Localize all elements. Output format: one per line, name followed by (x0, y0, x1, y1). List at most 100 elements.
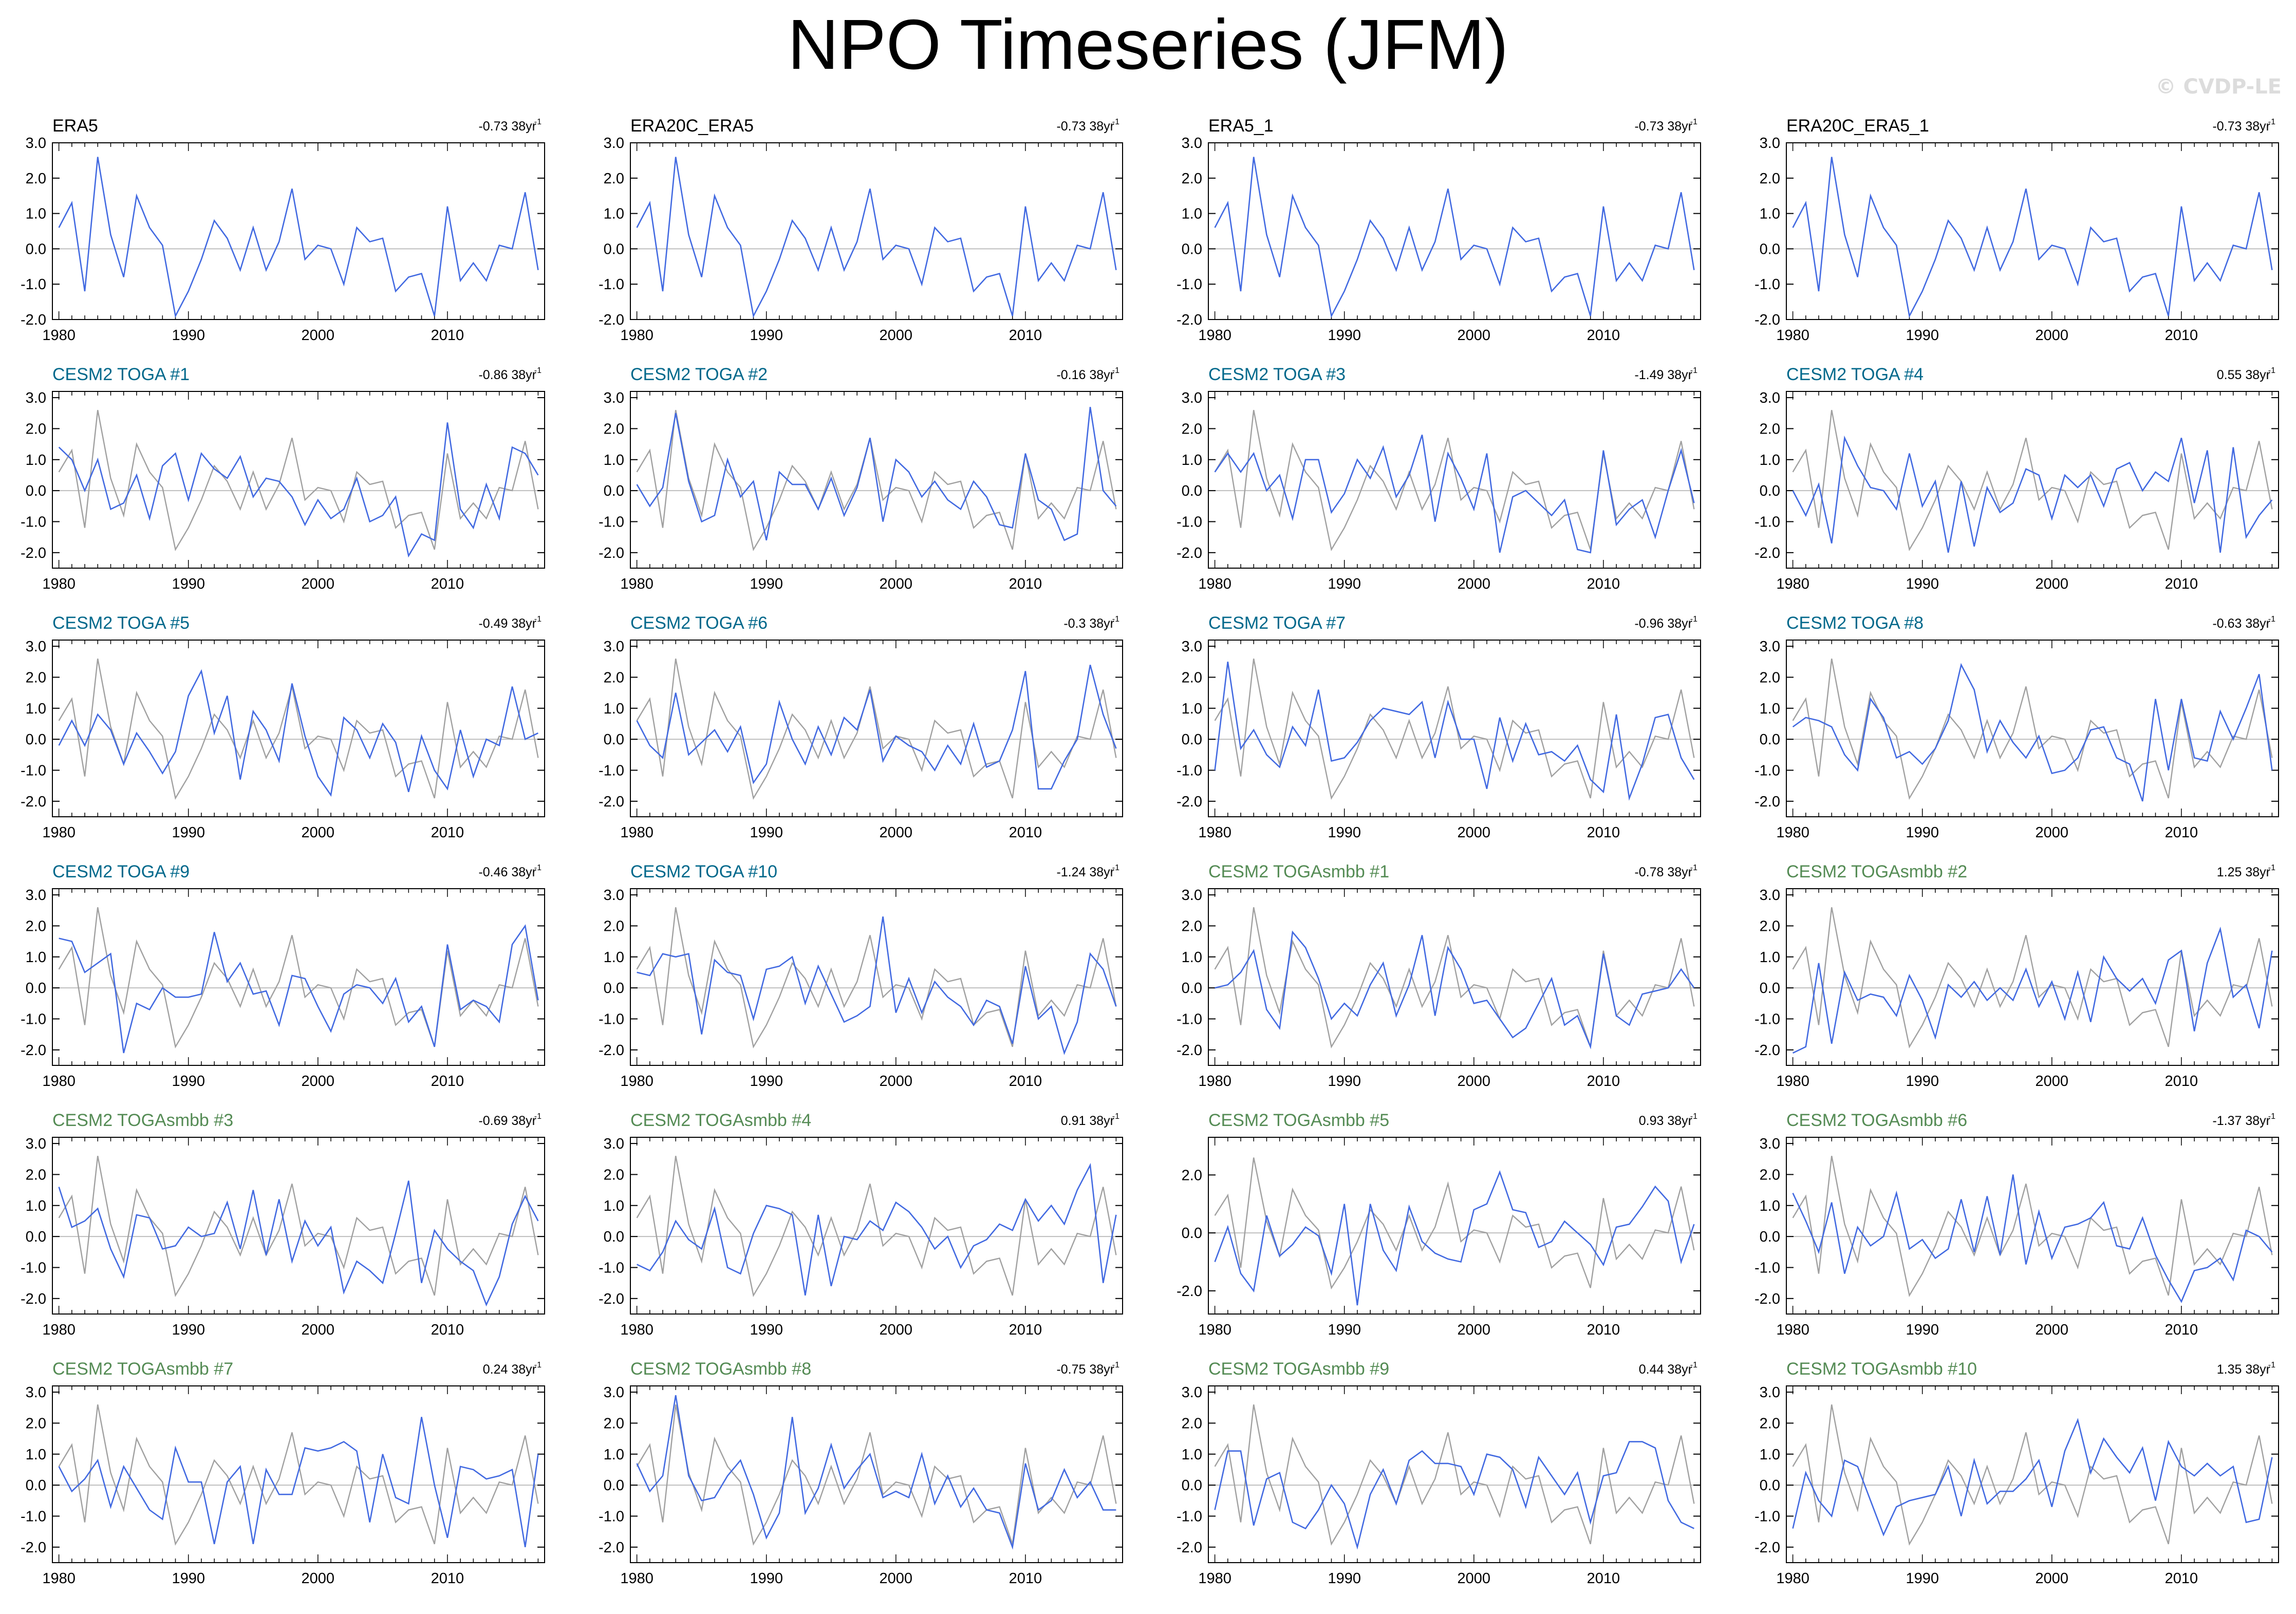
xtick-label: 1990 (172, 1073, 205, 1090)
xtick-label: 1980 (1776, 1322, 1809, 1338)
xtick-label: 2000 (2036, 1322, 2069, 1338)
panel: CESM2 TOGAsmbb #5 0.93 38yr-1 2.0 0.0 -2.0 19… (1177, 1111, 1701, 1338)
trend-label: -0.75 38yr (1056, 1362, 1114, 1377)
ytick-label: 0.0 (604, 731, 624, 748)
trend-superscript: -1 (1112, 366, 1119, 375)
panel: CESM2 TOGAsmbb #1 -0.78 38yr-1 3.0 2.0 1.0 0.… (1177, 862, 1701, 1090)
trend-superscript: -1 (1690, 366, 1697, 375)
observed-series-line (1214, 1157, 1695, 1290)
ytick-label: 0.0 (1182, 1477, 1202, 1494)
xtick-label: 1980 (620, 327, 654, 344)
xtick-label: 1990 (1906, 824, 1939, 841)
ytick-label: 3.0 (26, 1136, 46, 1152)
member-series-line (58, 1417, 539, 1548)
ytick-label: 0.0 (1760, 1477, 1780, 1494)
ytick-label: 2.0 (604, 171, 624, 187)
member-series-line (636, 664, 1117, 790)
trend-superscript: -1 (2268, 1361, 2275, 1369)
ytick-label: 1.0 (26, 452, 46, 468)
xtick-label: 1990 (1328, 824, 1361, 841)
xtick-label: 2010 (2165, 576, 2198, 592)
panel-title: ERA20C_ERA5 (630, 116, 754, 136)
panel-title: CESM2 TOGA #5 (52, 613, 190, 633)
ytick-label: -2.0 (21, 312, 46, 328)
member-series-line (1792, 1418, 2273, 1537)
xtick-label: 2000 (1458, 824, 1491, 841)
member-series-line (637, 916, 1117, 1055)
observed-series-line (636, 658, 1117, 800)
trend-superscript: -1 (2268, 118, 2275, 126)
trend-superscript: -1 (534, 615, 542, 624)
ytick-label: 1.0 (1182, 701, 1202, 717)
xtick-label: 1990 (750, 1322, 783, 1338)
ytick-label: 0.0 (26, 731, 46, 748)
ytick-label: 0.0 (1760, 1229, 1780, 1245)
trend-superscript: -1 (1112, 1361, 1119, 1369)
ytick-label: 0.0 (1760, 731, 1780, 748)
ytick-label: 1.0 (1760, 1447, 1780, 1463)
xtick-label: 2010 (1009, 576, 1042, 592)
watermark: © CVDP-LE (2155, 75, 2282, 99)
trend-superscript: -1 (1112, 118, 1119, 126)
trend-label: -0.63 38yr (2212, 616, 2270, 631)
ytick-label: 2.0 (604, 421, 624, 437)
ytick-label: 0.0 (26, 1229, 46, 1245)
observed-series-line (1214, 157, 1695, 318)
panel-title: ERA5 (52, 116, 98, 136)
panel: CESM2 TOGAsmbb #6 -1.37 38yr-1 3.0 2.0 1.0 0.… (1754, 1111, 2279, 1338)
member-series-line (58, 1180, 539, 1307)
trend-superscript: -1 (2268, 366, 2275, 375)
trend-superscript: -1 (1690, 118, 1697, 126)
observed-series-line (1792, 658, 2273, 800)
ytick-label: 3.0 (1182, 1384, 1202, 1401)
panel: ERA20C_ERA5 -0.73 38yr-1 3.0 2.0 1.0 0.0 -1.0 -… (599, 116, 1123, 344)
ytick-label: 3.0 (1760, 887, 1780, 904)
plot-frame (630, 1137, 1123, 1315)
xtick-label: 1990 (172, 576, 205, 592)
trend-superscript: -1 (1690, 615, 1697, 624)
observed-series-line (1214, 1404, 1695, 1546)
trend-superscript: -1 (2268, 615, 2275, 624)
ytick-label: -2.0 (21, 794, 46, 810)
ytick-label: -2.0 (599, 545, 624, 561)
plot-frame (1786, 391, 2279, 569)
ytick-label: 2.0 (1182, 171, 1202, 187)
ytick-label: 2.0 (1182, 421, 1202, 437)
xtick-label: 1980 (1198, 1570, 1231, 1587)
ytick-label: 2.0 (1182, 918, 1202, 934)
plot-frame (1786, 640, 2279, 817)
ytick-label: 3.0 (604, 887, 624, 904)
trend-superscript: -1 (2268, 1112, 2275, 1121)
ytick-label: 1.0 (26, 701, 46, 717)
ytick-label: -2.0 (1177, 794, 1202, 810)
trend-label: -1.49 38yr (1634, 368, 1692, 382)
panel-title: ERA20C_ERA5_1 (1786, 116, 1929, 136)
ytick-label: -2.0 (1177, 1283, 1202, 1300)
panel: CESM2 TOGA #2 -0.16 38yr-1 3.0 2.0 1.0 0.0 -1.… (599, 365, 1123, 592)
member-series-line (58, 422, 539, 558)
ytick-label: 1.0 (26, 949, 46, 966)
ytick-label: 0.0 (1182, 1225, 1202, 1242)
xtick-label: 1990 (750, 576, 783, 592)
panel-title: CESM2 TOGA #8 (1786, 613, 1924, 633)
trend-label: -1.37 38yr (2212, 1114, 2270, 1128)
ytick-label: 3.0 (1182, 639, 1202, 655)
panel-title: CESM2 TOGAsmbb #7 (52, 1359, 233, 1379)
ytick-label: 1.0 (1182, 452, 1202, 468)
xtick-label: 1990 (172, 327, 205, 344)
trend-superscript: -1 (1112, 864, 1119, 872)
observed-series-line (636, 409, 1117, 552)
ytick-label: 3.0 (26, 887, 46, 904)
ytick-label: -2.0 (599, 312, 624, 328)
ytick-label: -2.0 (1754, 312, 1780, 328)
member-series-line (636, 1395, 1116, 1550)
ytick-label: -2.0 (1754, 1042, 1780, 1059)
member-series-line (636, 407, 1117, 541)
member-series-line (1214, 662, 1695, 801)
xtick-label: 1980 (1198, 327, 1231, 344)
xtick-label: 2000 (880, 327, 913, 344)
ytick-label: 3.0 (1182, 887, 1202, 904)
xtick-label: 2010 (2165, 1073, 2198, 1090)
observed-series-line (1792, 907, 2273, 1049)
